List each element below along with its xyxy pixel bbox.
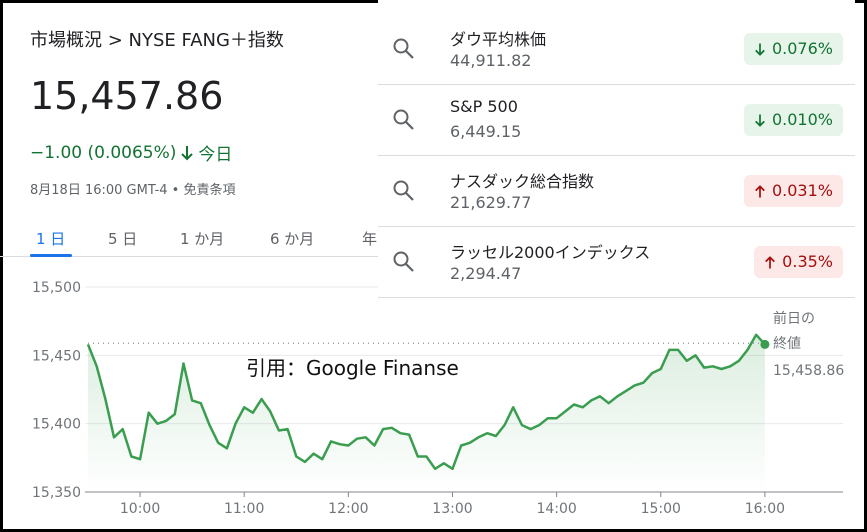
index-name: ナスダック総合指数 [450, 172, 595, 191]
x-tick-label: 14:00 [536, 501, 576, 517]
arrow-shape [755, 114, 765, 127]
icon-circle [393, 180, 409, 196]
arrow-shape [755, 184, 765, 197]
index-name: S&P 500 [450, 97, 518, 116]
tab[interactable]: 5 日 [108, 230, 138, 248]
x-tick-label: 13:00 [432, 501, 472, 517]
search-icon [393, 38, 414, 59]
x-tick-label: 10:00 [120, 501, 160, 517]
search-icon [393, 251, 414, 272]
change: −1.00 (0.0065%) [30, 142, 177, 163]
tab[interactable]: 1 か月 [180, 230, 225, 248]
previous-close-label: 終値 [773, 336, 801, 352]
change-value: 0.010% [771, 110, 833, 129]
icon-circle [393, 251, 409, 267]
tab[interactable]: 6 か月 [270, 230, 315, 248]
x-tick-label: 11:00 [224, 501, 264, 517]
icon-handle [405, 50, 414, 59]
price: 15,457.86 [30, 74, 224, 118]
last-point [760, 339, 770, 349]
change-badge: 0.010% [743, 104, 843, 136]
area [88, 334, 765, 492]
index-value: 21,629.77 [450, 193, 532, 212]
arrow-icon [755, 114, 765, 127]
change-value: 0.35% [782, 252, 833, 271]
change-period: 今日 [198, 145, 233, 165]
change-value: 0.031% [771, 181, 833, 200]
y-tick-label: 15,450 [32, 348, 81, 364]
arrow-shape [765, 255, 776, 268]
breadcrumb[interactable]: 市場概況 > NYSE FANG＋指数 [30, 30, 284, 51]
change-badge: 0.031% [743, 175, 843, 207]
search-icon [393, 180, 414, 201]
change-row: −1.00 (0.0065%) 今日 [30, 140, 233, 166]
arrow-icon [181, 145, 194, 160]
icon-handle [405, 121, 414, 130]
icon-handle [405, 263, 414, 272]
index-value: 2,294.47 [450, 264, 522, 283]
index-row[interactable]: ナスダック総合指数 21,629.77 0.031% [378, 155, 855, 227]
icon-circle [393, 38, 409, 54]
change-badge: 0.076% [743, 33, 843, 65]
index-name: ダウ平均株価 [450, 30, 547, 49]
x-tick-label: 16:00 [745, 501, 785, 517]
tab-divider [0, 256, 378, 257]
x-tick-label: 12:00 [328, 501, 368, 517]
arrow-icon [765, 255, 776, 268]
index-row[interactable]: ラッセル2000インデックス 2,294.47 0.35% [378, 226, 855, 298]
x-tick-label: 15:00 [641, 501, 681, 517]
index-value: 6,449.15 [450, 122, 522, 141]
tab[interactable]: 年 [362, 230, 378, 248]
arrow-shape [181, 145, 194, 160]
y-tick-label: 15,350 [32, 485, 81, 501]
index-panel: ダウ平均株価 44,911.82 0.076% S&P 500 6,449.15 0.01… [378, 0, 855, 298]
search-icon [393, 109, 414, 130]
change-badge: 0.35% [754, 246, 843, 278]
index-name: ラッセル2000インデックス [450, 243, 651, 262]
index-row[interactable]: S&P 500 6,449.15 0.010% [378, 84, 855, 156]
previous-close-label: 前日の [773, 310, 815, 327]
y-tick-label: 15,500 [32, 280, 81, 296]
y-tick-label: 15,400 [32, 417, 81, 433]
arrow-shape [755, 43, 765, 56]
tab-indicator [30, 254, 72, 257]
index-row[interactable]: ダウ平均株価 44,911.82 0.076% [378, 13, 855, 85]
annotation: 引用：Google Finanse [246, 356, 459, 380]
tab[interactable]: 1 日 [36, 230, 66, 248]
icon-circle [393, 109, 409, 125]
arrow-icon [755, 43, 765, 56]
change-value: 0.076% [771, 39, 833, 58]
price-line [86, 333, 766, 471]
arrow-icon [755, 184, 765, 197]
index-value: 44,911.82 [450, 51, 532, 70]
previous-close-value: 15,458.86 [773, 363, 844, 379]
timestamp: 8月18日 16:00 GMT-4 • 免責条項 [30, 183, 236, 198]
icon-handle [405, 192, 414, 201]
